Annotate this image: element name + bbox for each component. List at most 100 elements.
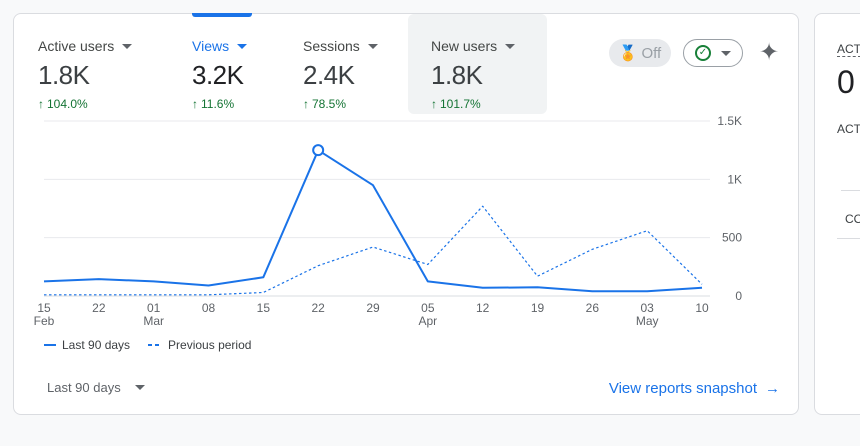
- data-point: [701, 287, 703, 289]
- data-point: [208, 294, 210, 296]
- caret-down-icon: [122, 43, 133, 49]
- x-tick-month-label: Apr: [418, 314, 437, 328]
- metric-sessions[interactable]: Sessions 2.4K ↑ 78.5%: [303, 14, 403, 114]
- x-tick-label: 19: [531, 301, 545, 315]
- data-point: [262, 276, 264, 278]
- arrow-up-icon: ↑: [431, 97, 437, 111]
- metric-active-users[interactable]: Active users 1.8K ↑ 104.0%: [38, 14, 168, 114]
- metric-value: 1.8K: [431, 60, 483, 90]
- data-point: [482, 205, 484, 207]
- metric-value: 1.8K: [38, 60, 90, 90]
- x-tick-month-label: Feb: [34, 314, 55, 328]
- x-tick-label: 01: [147, 301, 161, 315]
- metric-change: ↑ 78.5%: [303, 97, 403, 111]
- chart-legend: Last 90 days Previous period: [44, 338, 251, 352]
- selected-tab-indicator: [192, 13, 252, 17]
- x-tick-label: 03: [640, 301, 654, 315]
- side-card-divider: [841, 190, 860, 191]
- legend-previous-label: Previous period: [168, 338, 252, 352]
- legend-dash-swatch: [148, 344, 163, 346]
- data-point: [153, 280, 155, 282]
- metric-change-text: 101.7%: [440, 97, 481, 111]
- y-tick-label: 1K: [727, 172, 742, 186]
- metric-label-text: New users: [431, 38, 498, 54]
- caret-down-icon: [721, 50, 731, 56]
- metric-label-text: Active users: [38, 38, 115, 54]
- data-point: [43, 280, 45, 282]
- metric-label-text: Views: [192, 38, 230, 54]
- highlight-point: [312, 144, 325, 157]
- metric-change: ↑ 104.0%: [38, 97, 168, 111]
- metric-change-text: 11.6%: [201, 97, 235, 111]
- side-card-value: 0: [837, 64, 855, 100]
- metric-change: ↑ 11.6%: [192, 97, 282, 111]
- metrics-card: Active users 1.8K ↑ 104.0% Views 3.2K ↑ 11…: [13, 13, 799, 415]
- data-point: [317, 265, 319, 267]
- legend-solid-swatch: [44, 344, 56, 346]
- metric-views[interactable]: Views 3.2K ↑ 11.6%: [192, 14, 282, 114]
- metric-label: Active users: [38, 38, 168, 54]
- data-point: [482, 287, 484, 289]
- x-tick-month-label: Mar: [143, 314, 164, 328]
- data-point: [98, 294, 100, 296]
- y-tick-label: 1.5K: [717, 114, 742, 128]
- x-tick-label: 22: [311, 301, 325, 315]
- status-dropdown[interactable]: ✓: [683, 39, 743, 67]
- metric-change: ↑ 101.7%: [431, 97, 547, 111]
- x-tick-label: 15: [37, 301, 51, 315]
- arrow-up-icon: ↑: [303, 97, 309, 111]
- data-point: [646, 290, 648, 292]
- data-point: [98, 278, 100, 280]
- toggle-label: Off: [641, 44, 662, 62]
- data-point: [262, 292, 264, 294]
- data-point: [591, 290, 593, 292]
- x-tick-label: 12: [476, 301, 490, 315]
- data-point: [701, 283, 703, 285]
- data-point: [372, 246, 374, 248]
- side-card: ACT 0 ACT CO: [814, 13, 860, 415]
- medal-icon: 🏅: [618, 45, 638, 62]
- arrow-up-icon: ↑: [192, 97, 198, 111]
- x-tick-label: 15: [257, 301, 271, 315]
- date-range-label: Last 90 days: [47, 380, 121, 395]
- y-tick-label: 500: [722, 231, 742, 245]
- caret-down-icon: [367, 43, 378, 49]
- metric-change-text: 104.0%: [47, 97, 88, 111]
- metric-label-text: Sessions: [303, 38, 360, 54]
- data-point: [591, 248, 593, 250]
- comparison-toggle[interactable]: 🏅 Off: [609, 39, 671, 67]
- data-point: [537, 286, 539, 288]
- x-tick-label: 08: [202, 301, 216, 315]
- x-tick-label: 26: [586, 301, 600, 315]
- metric-new-users[interactable]: New users 1.8K ↑ 101.7%: [408, 14, 547, 114]
- y-tick-label: 0: [735, 289, 742, 303]
- current-period-line: [43, 149, 703, 293]
- x-tick-label: 10: [695, 301, 709, 315]
- x-tick-label: 22: [92, 301, 106, 315]
- metric-label: Sessions: [303, 38, 403, 54]
- data-point: [153, 294, 155, 296]
- metric-value: 3.2K: [192, 60, 244, 90]
- previous-period-line: [44, 205, 703, 296]
- legend-current-label: Last 90 days: [62, 338, 131, 352]
- data-point: [208, 285, 210, 287]
- sparkle-icon[interactable]: ✦: [759, 39, 780, 66]
- link-label: View reports snapshot: [608, 380, 757, 397]
- side-card-title: ACT: [837, 42, 860, 57]
- caret-down-icon: [505, 43, 516, 49]
- data-point: [537, 275, 539, 277]
- x-tick-label: 05: [421, 301, 435, 315]
- side-card-divider: [837, 238, 860, 239]
- view-reports-snapshot-link[interactable]: View reports snapshot →: [609, 380, 780, 397]
- data-point: [646, 230, 648, 232]
- side-card-row: CO: [845, 212, 860, 226]
- metric-label: New users: [431, 38, 547, 54]
- caret-down-icon: [237, 43, 248, 49]
- metric-change-text: 78.5%: [312, 97, 347, 111]
- x-tick-month-label: May: [636, 314, 659, 328]
- caret-down-icon: [134, 385, 145, 390]
- arrow-up-icon: ↑: [38, 97, 44, 111]
- data-point: [427, 264, 429, 266]
- date-range-dropdown[interactable]: Last 90 days: [47, 380, 145, 395]
